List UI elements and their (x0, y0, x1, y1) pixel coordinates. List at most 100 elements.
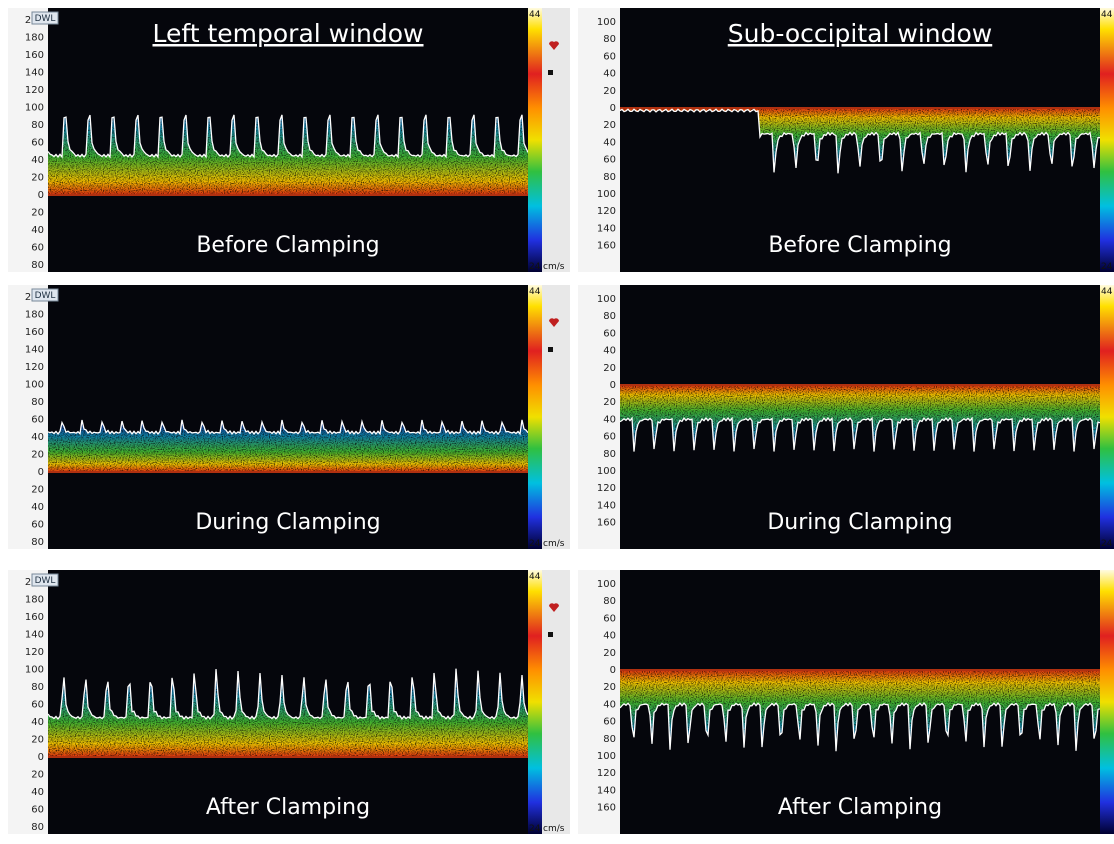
scale-top: 44 (529, 10, 541, 20)
panel: 20018016014012010080604020020406080DWL44… (8, 570, 570, 834)
tick-label: 160 (25, 327, 44, 338)
tick-label: 160 (25, 50, 44, 61)
tick-label: 100 (597, 189, 616, 200)
tick-label: 80 (603, 734, 616, 745)
tick-label: 120 (597, 768, 616, 779)
panel-caption: Before Clamping (196, 233, 379, 258)
tick-label: 20 (603, 682, 616, 693)
tick-label: 180 (25, 33, 44, 44)
logo: DWL (35, 576, 56, 586)
heart-icon (549, 41, 559, 50)
tick-label: 40 (603, 631, 616, 642)
tick-label: 80 (603, 34, 616, 45)
tick-label: 40 (603, 137, 616, 148)
colorbar (1100, 285, 1114, 549)
tick-label: 140 (597, 223, 616, 234)
panel-title: Left temporal window (152, 19, 423, 48)
tick-label: 60 (603, 613, 616, 624)
scale-top: 44 (1101, 10, 1113, 20)
tick-label: 140 (25, 68, 44, 79)
heart-icon (549, 603, 559, 612)
tick-label: 80 (31, 682, 44, 693)
icon-strip (542, 8, 570, 272)
tick-label: 40 (31, 225, 44, 236)
tick-label: 40 (31, 155, 44, 166)
tick-label: 100 (597, 17, 616, 28)
panel-caption: After Clamping (778, 795, 942, 820)
envelope (47, 668, 529, 721)
tick-label: 160 (597, 241, 616, 252)
stop-icon (548, 70, 553, 75)
tick-label: 80 (603, 449, 616, 460)
tick-label: 160 (597, 518, 616, 529)
panel: 20018016014012010080604020020406080DWL44… (8, 285, 570, 549)
colorbar (528, 570, 542, 834)
tick-label: 20 (31, 208, 44, 219)
tick-label: 0 (38, 752, 44, 763)
tick-label: 80 (603, 311, 616, 322)
tick-label: 180 (25, 595, 44, 606)
scale-unit: cm/s (543, 539, 565, 549)
axis-strip (578, 8, 620, 272)
tick-label: 40 (603, 414, 616, 425)
panel: 20018016014012010080604020020406080DWL44… (8, 8, 570, 272)
panel: 100 80 60 40 20 0 20 40 60 80 100 120 140 160 After Cl… (578, 570, 1114, 834)
tick-label: 40 (31, 432, 44, 443)
tick-label: 20 (603, 86, 616, 97)
tick-label: 80 (603, 172, 616, 183)
tick-label: 140 (25, 630, 44, 641)
tick-label: 40 (603, 699, 616, 710)
tick-label: 20 (603, 648, 616, 659)
tick-label: 60 (603, 328, 616, 339)
tick-label: 140 (25, 345, 44, 356)
scale-unit: cm/s (543, 824, 565, 834)
colorbar (528, 8, 542, 272)
tick-label: 160 (25, 612, 44, 623)
colorbar (528, 285, 542, 549)
scale-top: 44 (529, 572, 541, 582)
tick-label: 40 (31, 787, 44, 798)
tick-label: 80 (31, 260, 44, 271)
scale-top: 44 (529, 287, 541, 297)
logo: DWL (35, 291, 56, 301)
tick-label: 60 (603, 432, 616, 443)
tick-label: 140 (597, 500, 616, 511)
tick-label: 100 (597, 579, 616, 590)
icon-strip (542, 570, 570, 834)
tick-label: 40 (603, 69, 616, 80)
tick-label: 60 (31, 243, 44, 254)
icon-strip (542, 285, 570, 549)
stop-icon (548, 632, 553, 637)
tick-label: 160 (597, 803, 616, 814)
tick-label: 120 (25, 362, 44, 373)
colorbar (1100, 570, 1114, 834)
panel-title: Sub-occipital window (728, 19, 992, 48)
tick-label: 80 (603, 596, 616, 607)
tick-label: 20 (31, 450, 44, 461)
tick-label: 20 (31, 173, 44, 184)
spectrogram (48, 285, 528, 549)
tick-label: 60 (31, 700, 44, 711)
logo-box (31, 573, 59, 587)
panel-caption: During Clamping (767, 510, 952, 535)
panel: 100 80 60 40 20 0 20 40 60 80 100 120 140 160 44 24 Sub-… (578, 8, 1114, 272)
tick-label: 120 (597, 483, 616, 494)
tick-label: 100 (25, 665, 44, 676)
tick-label: 140 (597, 785, 616, 796)
tick-label: 40 (31, 717, 44, 728)
scale-bottom: 24 (529, 824, 541, 834)
logo: DWL (35, 14, 56, 24)
scale-top: 44 (1101, 287, 1113, 297)
tick-label: 0 (38, 190, 44, 201)
panel-caption: Before Clamping (768, 233, 951, 258)
scale-bottom: 24 (529, 262, 541, 272)
tick-label: 60 (31, 805, 44, 816)
tick-label: 60 (603, 717, 616, 728)
tick-label: 60 (31, 415, 44, 426)
logo-box (31, 288, 59, 302)
envelope (47, 419, 529, 436)
tick-label: 80 (31, 822, 44, 833)
tick-label: 0 (610, 665, 616, 676)
tick-label: 100 (597, 751, 616, 762)
axis-strip (8, 570, 48, 834)
